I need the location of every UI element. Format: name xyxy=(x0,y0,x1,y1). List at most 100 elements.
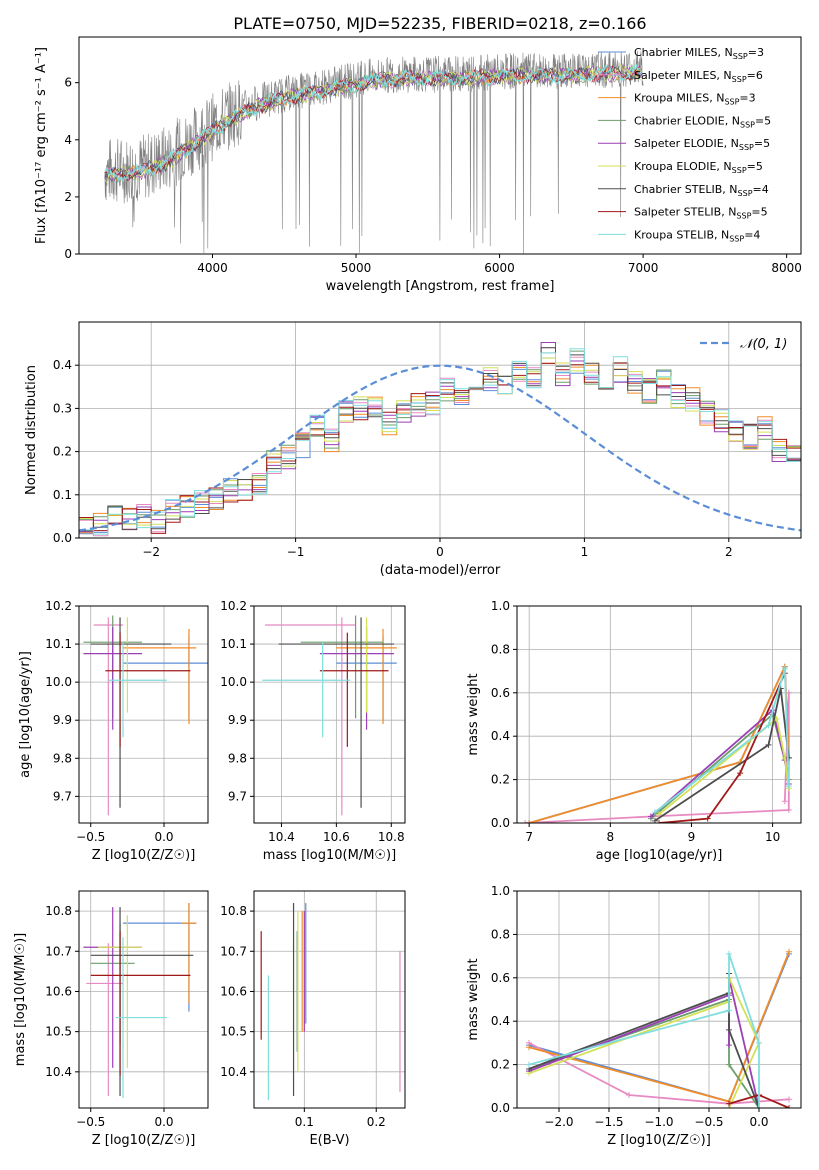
axes-frame xyxy=(78,890,209,1109)
y-tick-label: 9.9 xyxy=(53,713,72,727)
plot-area xyxy=(522,663,792,823)
x-tick-label: 10.8 xyxy=(378,830,405,844)
weight-point xyxy=(785,783,792,790)
x-tick-label: 7000 xyxy=(628,261,659,275)
weight-point xyxy=(656,820,662,823)
y-tick-label: 0.6 xyxy=(491,686,510,700)
axes-frame xyxy=(516,605,802,824)
x-tick-label: 0.0 xyxy=(749,1115,768,1129)
histogram-series xyxy=(79,348,801,538)
x-tick-label: 10 xyxy=(765,830,780,844)
x-tick-label: −1.0 xyxy=(644,1115,673,1129)
weight-point xyxy=(726,1061,732,1068)
y-tick-label: 9.7 xyxy=(53,789,72,803)
x-tick-label: 2 xyxy=(725,545,733,559)
y-tick-label: 0.3 xyxy=(53,401,72,415)
weight-series xyxy=(654,688,790,822)
y-tick-label: 0.2 xyxy=(491,773,510,787)
y-tick-label: 9.8 xyxy=(228,751,247,765)
weight-series xyxy=(654,668,790,813)
weight-point xyxy=(726,1026,732,1033)
weight-point xyxy=(726,1042,732,1049)
y-tick-label: 10.6 xyxy=(45,984,72,998)
spectrum-model-line xyxy=(104,63,643,184)
y-tick-label: 0.0 xyxy=(491,816,510,830)
x-axis-label: (data-model)/error xyxy=(380,563,501,578)
y-tick-label: 10.1 xyxy=(220,637,247,651)
weight-point xyxy=(786,948,792,955)
x-axis-label: wavelength [Angstrom, rest frame] xyxy=(326,279,555,294)
y-tick-label: 9.8 xyxy=(53,751,72,765)
weight-point xyxy=(526,1061,532,1068)
y-tick-label: 10.4 xyxy=(45,1065,72,1079)
axes-frame xyxy=(253,890,406,1109)
y-tick-label: 0.4 xyxy=(491,1014,510,1028)
weight-point xyxy=(785,754,792,761)
y-tick-label: 10.0 xyxy=(220,675,247,689)
weight-point xyxy=(704,815,711,822)
x-tick-label: −2.0 xyxy=(544,1115,573,1129)
legend-label: 𝒩(0, 1) xyxy=(740,337,787,352)
plot-area xyxy=(83,903,197,1098)
x-tick-label: −0.5 xyxy=(76,830,105,844)
legend-label: Salpeter STELIB, NSSP=5 xyxy=(634,206,768,221)
x-tick-label: 6000 xyxy=(484,261,515,275)
y-axis-label: Flux [fλ10⁻¹⁷ erg cm⁻² s⁻¹ A⁻¹] xyxy=(34,47,49,244)
legend: Chabrier MILES, NSSP=3 Salpeter MILES, NS… xyxy=(598,46,771,243)
x-tick-label: 1 xyxy=(581,545,589,559)
x-tick-label: 0.1 xyxy=(295,1115,314,1129)
weight-point xyxy=(626,1091,632,1098)
y-tick-label: 9.9 xyxy=(228,713,247,727)
spectrum-model-line xyxy=(104,65,643,182)
x-tick-label: 8000 xyxy=(771,261,802,275)
plot-area xyxy=(262,615,397,816)
histogram-series xyxy=(79,357,801,538)
weight-series xyxy=(528,953,760,1108)
x-tick-label: 0 xyxy=(436,545,444,559)
weight-point xyxy=(765,722,772,729)
plot-area xyxy=(260,903,401,1100)
y-tick-label: 6 xyxy=(64,76,72,90)
axes-frame xyxy=(78,36,802,255)
y-tick-label: 10.4 xyxy=(220,1065,247,1079)
x-tick-label: −2 xyxy=(142,545,160,559)
x-tick-label: 0.2 xyxy=(367,1115,386,1129)
weight-point xyxy=(726,1007,732,1014)
plot-weight_vs_Z: −2.0 −1.5 −1.0 −0.5 0.0 0.0 0.2 0.4 0.6 0.8 1.0 Z [… xyxy=(466,884,802,1148)
y-tick-label: 10.5 xyxy=(45,1025,72,1039)
histogram-series xyxy=(79,357,801,538)
legend-label: Chabrier STELIB, NSSP=4 xyxy=(634,183,769,198)
figure-title: PLATE=0750, MJD=52235, FIBERID=0218, z=0… xyxy=(233,14,646,33)
x-tick-label: −1.5 xyxy=(594,1115,623,1129)
weight-point xyxy=(656,811,662,818)
y-tick-label: 0.6 xyxy=(491,971,510,985)
weight-point xyxy=(765,741,772,748)
y-tick-label: 10.2 xyxy=(220,599,247,613)
x-tick-label: 0.0 xyxy=(154,830,173,844)
y-tick-label: 10.5 xyxy=(220,1025,247,1039)
legend-label: Kroupa ELODIE, NSSP=5 xyxy=(634,160,763,175)
plot-mass_vs_ebv: 0.1 0.2 10.4 10.5 10.6 10.7 10.8 E(B-V) xyxy=(220,890,406,1148)
legend-label: Salpeter MILES, NSSP=6 xyxy=(634,69,763,84)
x-tick-label: 0.0 xyxy=(154,1115,173,1129)
weight-point xyxy=(726,1100,732,1107)
legend-label: Kroupa STELIB, NSSP=4 xyxy=(634,228,760,243)
plot-area xyxy=(79,342,801,538)
plot-area xyxy=(526,948,792,1108)
y-tick-label: 0 xyxy=(64,247,72,261)
y-tick-label: 0.2 xyxy=(491,1058,510,1072)
weight-series xyxy=(528,666,790,823)
x-axis-label: E(B-V) xyxy=(309,1133,349,1148)
weight-point xyxy=(526,820,533,823)
weight-point xyxy=(526,1044,532,1051)
weight-point xyxy=(781,798,788,805)
weight-series xyxy=(528,666,790,823)
y-tick-label: 9.7 xyxy=(228,789,247,803)
y-tick-label: 10.8 xyxy=(45,904,72,918)
weight-point xyxy=(522,820,529,823)
x-axis-label: age [log10(age/yr)] xyxy=(596,848,723,863)
spectrum-data-line xyxy=(104,50,644,254)
histogram-series xyxy=(79,342,801,538)
y-tick-label: 10.6 xyxy=(220,984,247,998)
